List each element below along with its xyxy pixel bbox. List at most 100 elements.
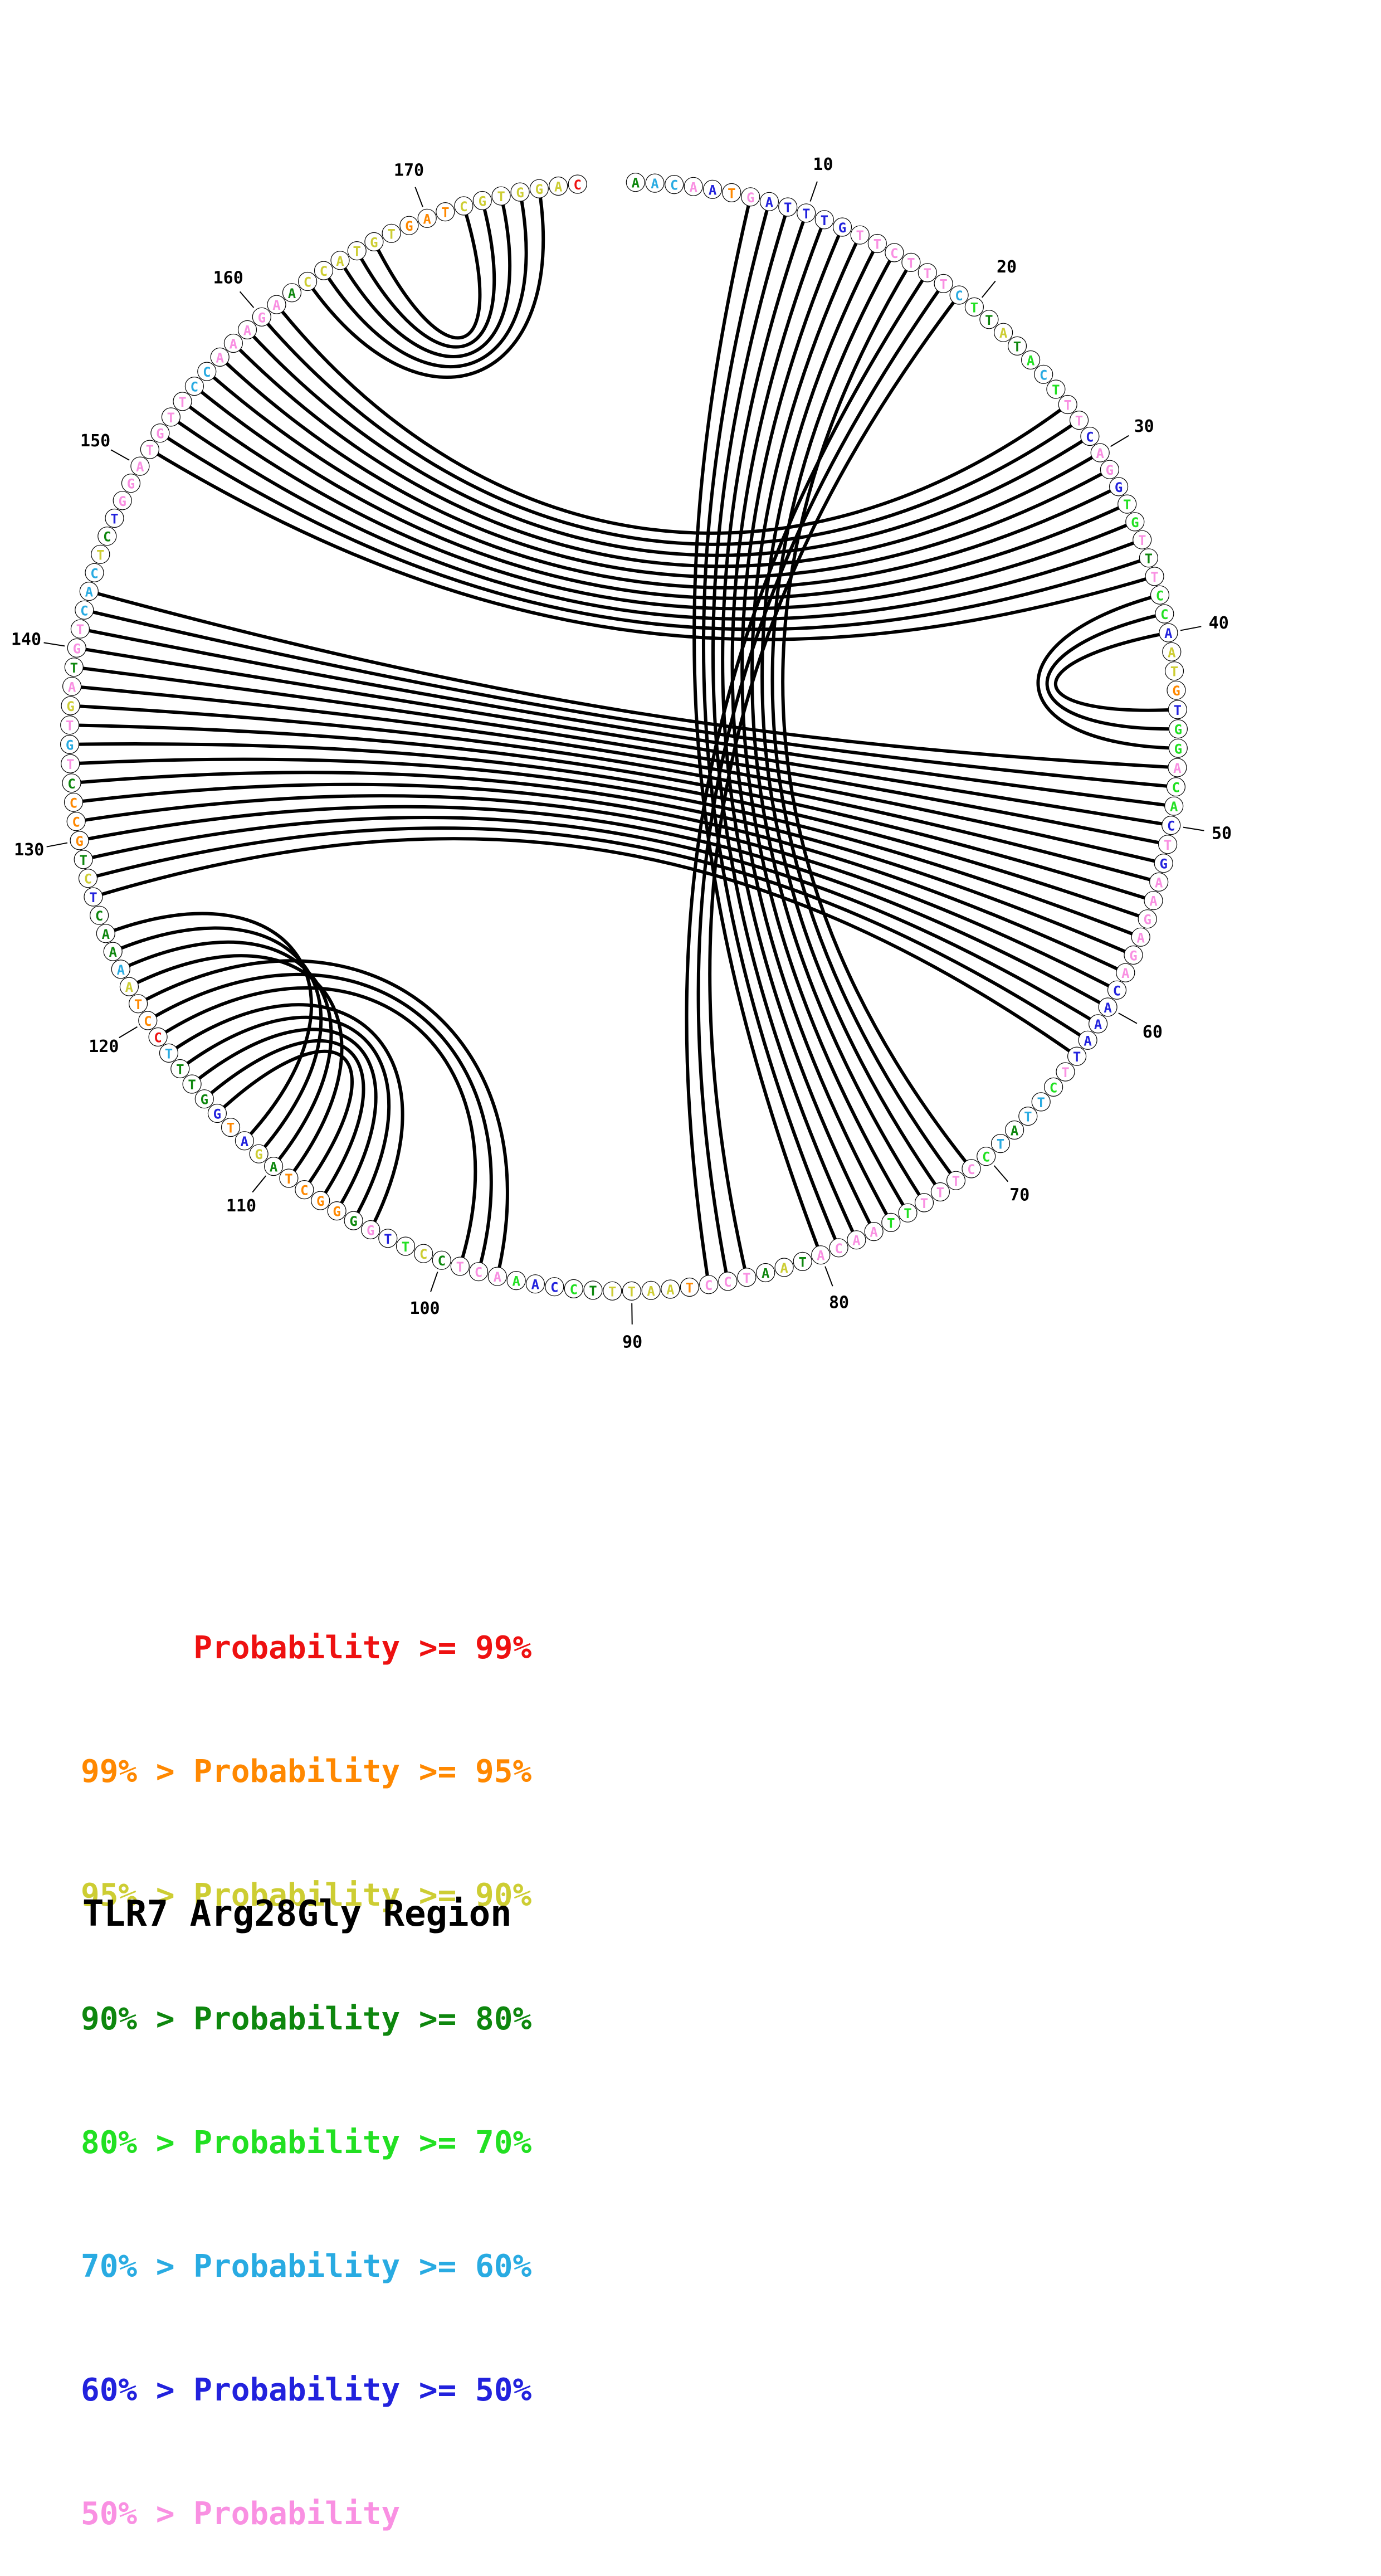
nucleotide: T xyxy=(382,223,401,243)
nucleotide-circle xyxy=(105,508,124,528)
nucleotide-circle xyxy=(1154,854,1173,873)
nucleotide-circle xyxy=(680,1277,699,1297)
nucleotide: A xyxy=(223,333,243,353)
nucleotide: C xyxy=(184,376,204,396)
nucleotide-circle xyxy=(1133,530,1152,549)
nucleotide-circle xyxy=(148,1027,168,1047)
nucleotide-letter: T xyxy=(188,1077,196,1093)
base-pair-arc xyxy=(149,448,1155,641)
nucleotide-letter: A xyxy=(85,585,94,600)
nucleotide-circle xyxy=(645,173,665,193)
nucleotide-letter: T xyxy=(985,313,993,328)
nucleotide-letter: T xyxy=(1170,664,1178,680)
nucleotide: T xyxy=(778,197,798,217)
nucleotide-letter: T xyxy=(1164,837,1172,853)
base-pair-arc xyxy=(105,912,313,1142)
nucleotide-letter: T xyxy=(66,718,74,734)
nucleotide: T xyxy=(221,1117,241,1137)
nucleotide: G xyxy=(741,187,760,207)
nucleotide: T xyxy=(850,225,870,245)
nucleotide: G xyxy=(832,217,852,237)
nucleotide: T xyxy=(1067,1046,1087,1066)
base-pair-arc xyxy=(170,415,1143,621)
nucleotide-letter: C xyxy=(475,1265,482,1280)
nucleotide: T xyxy=(396,1236,416,1256)
base-pair-arc xyxy=(685,271,929,1285)
nucleotide-letter: C xyxy=(550,1280,558,1296)
nucleotide: C xyxy=(197,362,217,381)
nucleotide-letter: C xyxy=(154,1030,162,1046)
nucleotide: A xyxy=(1098,997,1118,1017)
nucleotide-letter: G xyxy=(1159,856,1167,872)
nucleotide: T xyxy=(140,440,159,459)
nucleotide: T xyxy=(1031,1092,1051,1112)
nucleotide: C xyxy=(469,1262,489,1282)
nucleotide: T xyxy=(793,1252,812,1271)
position-tick xyxy=(110,449,130,461)
nucleotide-circle xyxy=(113,491,132,510)
nucleotide: T xyxy=(1168,700,1187,719)
nucleotide: A xyxy=(645,173,665,193)
nucleotide: A xyxy=(1144,891,1163,910)
nucleotide: T xyxy=(918,263,937,283)
nucleotide: A xyxy=(1168,758,1187,777)
nucleotide: A xyxy=(993,323,1013,342)
nucleotide-circle xyxy=(279,1168,299,1188)
nucleotide-letter: A xyxy=(270,1160,278,1175)
nucleotide: C xyxy=(977,1147,996,1166)
nucleotide: G xyxy=(529,179,549,198)
nucleotide: T xyxy=(901,252,921,272)
nucleotide-letter: T xyxy=(997,1137,1004,1152)
nucleotide: T xyxy=(182,1074,202,1094)
position-tick xyxy=(1110,435,1129,447)
nucleotide-letter: G xyxy=(516,185,524,201)
nucleotide-circle xyxy=(161,407,180,427)
nucleotide-letter: C xyxy=(1172,780,1180,796)
nucleotide-circle xyxy=(756,1263,775,1283)
nucleotide: A xyxy=(1090,443,1110,462)
nucleotide-circle xyxy=(1167,680,1186,700)
nucleotide-circle xyxy=(184,376,204,396)
nucleotide-circle xyxy=(993,323,1013,342)
nucleotide-letter: T xyxy=(743,1270,750,1286)
nucleotide-circle xyxy=(1098,997,1118,1017)
nucleotide-letter: T xyxy=(178,395,186,410)
nucleotide-letter: T xyxy=(76,622,84,637)
base-pair-arc xyxy=(770,251,958,1182)
nucleotide-letter: C xyxy=(70,795,77,811)
nucleotide: T xyxy=(898,1203,918,1223)
nucleotide-circle xyxy=(140,440,159,459)
nucleotide: T xyxy=(105,508,124,528)
nucleotide-circle xyxy=(1124,945,1143,965)
nucleotide-letter: T xyxy=(167,410,175,426)
base-pair-arc xyxy=(71,771,1134,957)
nucleotide-letter: C xyxy=(144,1014,152,1029)
nucleotide-letter: C xyxy=(982,1150,990,1165)
nucleotide-letter: T xyxy=(96,547,104,563)
nucleotide-circle xyxy=(378,1229,398,1248)
position-tick-label: 80 xyxy=(829,1293,849,1313)
nucleotide: G xyxy=(361,1220,380,1240)
base-pair-arc xyxy=(750,234,926,1204)
nucleotide-circle xyxy=(1125,512,1145,532)
base-pair-arc xyxy=(76,646,1172,827)
nucleotide: G xyxy=(510,182,530,202)
nucleotide: G xyxy=(344,1211,363,1230)
nucleotide-circle xyxy=(603,1281,622,1301)
legend-item: 95% > Probability >= 90% xyxy=(81,1877,532,1913)
base-pair-arc xyxy=(168,1003,404,1231)
nucleotide-letter: T xyxy=(353,244,360,260)
nucleotide-letter: A xyxy=(1094,1017,1102,1033)
position-tick xyxy=(430,1272,438,1292)
nucleotide-letter: G xyxy=(333,1204,340,1220)
nucleotide-letter: G xyxy=(127,476,135,492)
nucleotide-circle xyxy=(64,792,84,812)
nucleotide-letter: C xyxy=(705,1278,713,1293)
nucleotide: A xyxy=(1131,927,1150,947)
nucleotide-letter: G xyxy=(1174,741,1182,757)
nucleotide-circle xyxy=(364,232,384,251)
legend-item: 99% > Probability >= 95% xyxy=(81,1754,532,1790)
nucleotide-letter: T xyxy=(874,237,881,252)
nucleotide: A xyxy=(237,320,257,340)
nucleotide-circle xyxy=(641,1280,661,1300)
